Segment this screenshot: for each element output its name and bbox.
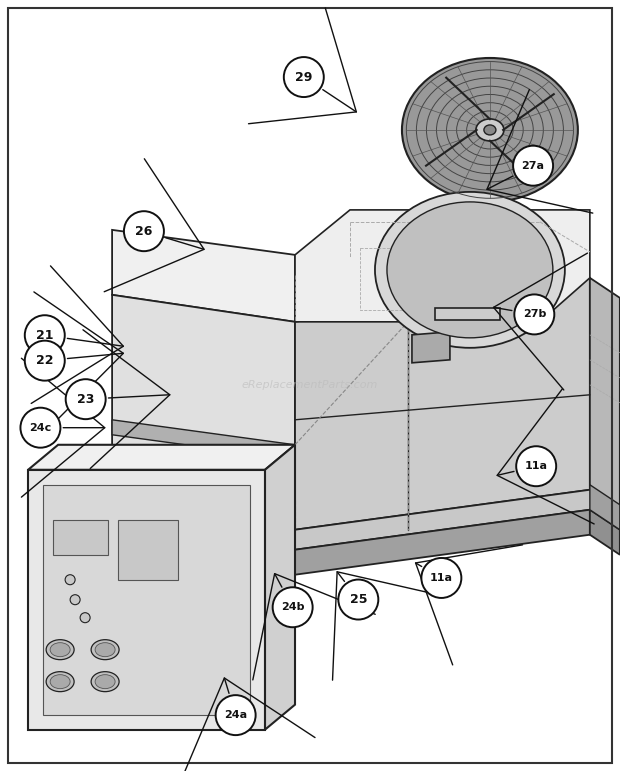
- Text: 29: 29: [295, 71, 312, 83]
- Circle shape: [80, 613, 90, 623]
- Circle shape: [124, 211, 164, 251]
- Circle shape: [515, 295, 554, 335]
- Circle shape: [91, 520, 99, 529]
- Polygon shape: [53, 520, 108, 554]
- Text: 21: 21: [36, 328, 53, 342]
- Text: eReplacementParts.com: eReplacementParts.com: [242, 380, 378, 390]
- Polygon shape: [590, 510, 620, 554]
- Text: 26: 26: [135, 224, 153, 237]
- Polygon shape: [112, 295, 295, 530]
- Text: 11a: 11a: [525, 461, 547, 471]
- Circle shape: [65, 574, 75, 584]
- Circle shape: [516, 446, 556, 487]
- Circle shape: [242, 449, 248, 455]
- Text: 11a: 11a: [430, 573, 453, 583]
- Ellipse shape: [375, 192, 565, 348]
- Text: 23: 23: [77, 392, 94, 406]
- Polygon shape: [458, 204, 522, 224]
- Text: 22: 22: [36, 354, 53, 367]
- Polygon shape: [118, 520, 178, 580]
- Polygon shape: [590, 485, 620, 530]
- Polygon shape: [295, 278, 590, 530]
- Circle shape: [20, 408, 60, 448]
- Ellipse shape: [91, 672, 119, 692]
- Polygon shape: [43, 485, 250, 715]
- Polygon shape: [412, 332, 450, 363]
- Polygon shape: [295, 510, 590, 574]
- Circle shape: [207, 449, 213, 455]
- Circle shape: [66, 379, 105, 419]
- Text: 27b: 27b: [523, 309, 546, 319]
- Ellipse shape: [50, 675, 70, 689]
- Circle shape: [513, 146, 553, 186]
- Circle shape: [25, 341, 64, 381]
- Circle shape: [339, 580, 378, 620]
- Ellipse shape: [46, 640, 74, 660]
- Ellipse shape: [95, 643, 115, 657]
- Ellipse shape: [50, 643, 70, 657]
- Ellipse shape: [476, 119, 504, 141]
- Circle shape: [70, 594, 80, 604]
- Polygon shape: [112, 230, 295, 322]
- Polygon shape: [28, 470, 265, 729]
- Ellipse shape: [46, 672, 74, 692]
- Circle shape: [422, 558, 461, 598]
- Text: 27a: 27a: [521, 160, 544, 170]
- Ellipse shape: [95, 675, 115, 689]
- Ellipse shape: [402, 58, 578, 202]
- Circle shape: [172, 449, 178, 455]
- Circle shape: [91, 500, 99, 509]
- Polygon shape: [265, 445, 295, 729]
- Circle shape: [216, 695, 255, 735]
- Circle shape: [137, 449, 143, 455]
- Polygon shape: [85, 490, 620, 550]
- Polygon shape: [112, 419, 295, 460]
- Text: 25: 25: [350, 593, 367, 606]
- Polygon shape: [435, 308, 500, 320]
- Polygon shape: [28, 445, 295, 470]
- Circle shape: [91, 476, 99, 483]
- Text: 24a: 24a: [224, 710, 247, 720]
- Circle shape: [272, 449, 278, 455]
- Circle shape: [273, 588, 312, 628]
- Polygon shape: [295, 210, 590, 322]
- Polygon shape: [590, 278, 620, 510]
- Ellipse shape: [91, 640, 119, 660]
- Polygon shape: [85, 520, 295, 580]
- Circle shape: [284, 57, 324, 97]
- Text: 24c: 24c: [29, 423, 51, 433]
- Ellipse shape: [387, 202, 553, 338]
- Text: 24b: 24b: [281, 602, 304, 612]
- Circle shape: [25, 315, 64, 355]
- Ellipse shape: [484, 125, 496, 135]
